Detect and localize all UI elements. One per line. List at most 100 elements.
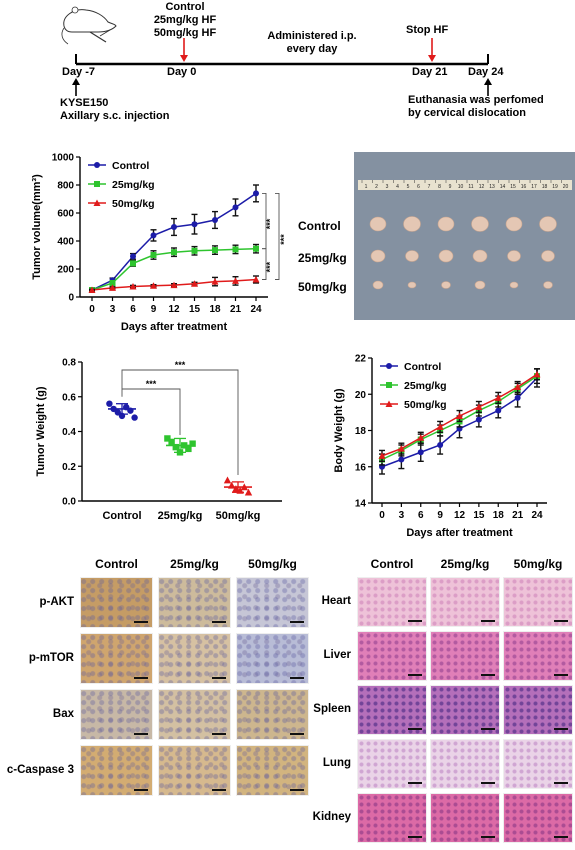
ruler-number: 2: [375, 184, 378, 190]
x-tick-label: 18: [209, 304, 221, 315]
data-point: [185, 445, 192, 453]
data-point: [494, 394, 502, 401]
y-tick-label: 1000: [52, 153, 75, 164]
data-point: [533, 370, 541, 378]
timeline-25-text: 25mg/kg HF: [153, 14, 217, 26]
micrograph-tile: [357, 739, 427, 789]
up-arrow-icon: [484, 78, 492, 96]
scale-bar: [290, 789, 304, 791]
significance-bracket: [275, 192, 280, 280]
micrograph-tile: [158, 577, 231, 628]
data-point: [253, 190, 259, 197]
legend-marker: [386, 382, 392, 388]
scale-bar: [481, 782, 495, 784]
ihc-grid: Control 25mg/kg 50mg/kg p-AKT p-mTOR Bax c-Cas…: [0, 555, 310, 850]
scale-bar: [134, 621, 148, 623]
he-grid: Control 25mg/kg 50mg/kg Heart Liver Spleen Lun…: [305, 555, 575, 850]
tumor-sample: [541, 250, 555, 262]
data-point: [436, 423, 444, 430]
micrograph-tile: [430, 685, 500, 735]
x-tick-label: 0: [379, 510, 385, 521]
scale-bar: [134, 733, 148, 735]
y-tick-label: 200: [57, 265, 74, 276]
x-tick-label: 18: [493, 510, 505, 521]
ruler-number: 12: [479, 184, 485, 190]
scale-bar: [408, 674, 422, 676]
data-point: [171, 249, 177, 256]
legend-marker: [94, 181, 100, 187]
data-point: [168, 438, 175, 446]
data-point: [106, 400, 113, 407]
data-point: [514, 383, 522, 390]
row-label: Lung: [322, 757, 351, 769]
data-point: [212, 247, 218, 254]
ruler-number: 18: [542, 184, 548, 190]
x-tick-label: 12: [454, 510, 466, 521]
y-tick-label: 0.4: [62, 427, 76, 438]
data-point: [88, 286, 96, 293]
x-tick-label: 9: [151, 304, 157, 315]
legend-label: 50mg/kg: [112, 198, 155, 210]
micrograph-tile: [357, 631, 427, 681]
y-tick-label: 20: [355, 390, 367, 401]
x-tick-label: 0: [89, 304, 95, 315]
y-tick-label: 600: [57, 209, 74, 220]
legend-marker: [386, 363, 392, 369]
timeline-euthanasia-label: Euthanasia was perfomed by cervical disl…: [408, 94, 544, 120]
tumor-weight-chart: 0.0 0.2 0.4 0.6 0.8 Control 25mg/kg 50mg/kg Tumo…: [35, 358, 282, 522]
tumor-sample: [505, 216, 523, 232]
legend-marker: [385, 400, 393, 407]
row-label: c-Caspase 3: [6, 763, 74, 776]
data-point: [191, 247, 198, 254]
scale-bar: [212, 677, 226, 679]
timeline-day-m7: Day -7: [62, 66, 96, 78]
scale-bar: [290, 733, 304, 735]
data-point: [417, 449, 424, 456]
micrograph-tile: [158, 633, 231, 684]
ruler-number: 17: [531, 184, 537, 190]
scale-bar: [554, 836, 568, 838]
ruler-number: 14: [500, 184, 506, 190]
x-tick-label: 6: [418, 510, 424, 521]
tumor-sample: [474, 280, 486, 290]
photo-label-control: Control: [298, 219, 341, 233]
data-point: [397, 445, 405, 452]
micrograph-tile: [80, 745, 153, 796]
timeline-stop-label: Stop HF: [406, 24, 449, 36]
data-point: [131, 414, 138, 421]
legend-label: 25mg/kg: [112, 179, 155, 191]
micrograph-tile: [503, 685, 573, 735]
data-point: [130, 253, 136, 260]
data-point: [212, 217, 218, 223]
data-point: [223, 476, 232, 484]
x-axis-label: Days after treatment: [406, 527, 513, 539]
data-point: [244, 488, 253, 496]
micrograph-tile: [503, 631, 573, 681]
red-arrow-icon: [180, 38, 188, 62]
x-tick-label: 15: [473, 510, 485, 521]
legend-label: Control: [112, 160, 149, 172]
data-point: [253, 245, 259, 252]
x-axis-label: Days after treatment: [121, 321, 228, 333]
y-tick-label: 16: [355, 462, 367, 473]
data-point: [417, 434, 425, 441]
tumor-sample: [372, 280, 384, 290]
tumor-photo: 1 2 3 4 5 6 7 8 9 10 11 12 13 14 15 16 17 18 19 20: [354, 152, 575, 320]
row-label: Liver: [323, 649, 352, 661]
row-label: Bax: [52, 707, 74, 720]
scale-bar: [408, 782, 422, 784]
scale-bar: [134, 789, 148, 791]
micrograph-tile: [430, 631, 500, 681]
tumor-sample: [539, 216, 557, 232]
scale-bar: [554, 674, 568, 676]
column-header: Control: [370, 557, 414, 571]
body-weight-chart: 14 16 18 20 22 0 3 6 9 12 15 18 21 24 Days after treat…: [333, 354, 547, 539]
photo-shade: [354, 152, 575, 320]
data-point: [191, 221, 198, 228]
y-tick-label: 22: [355, 354, 367, 365]
significance-label: ***: [279, 234, 289, 245]
tumor-sample: [441, 281, 451, 289]
tumor-sample: [407, 281, 417, 289]
ruler-number: 10: [458, 184, 464, 190]
y-tick-label: 400: [57, 237, 74, 248]
